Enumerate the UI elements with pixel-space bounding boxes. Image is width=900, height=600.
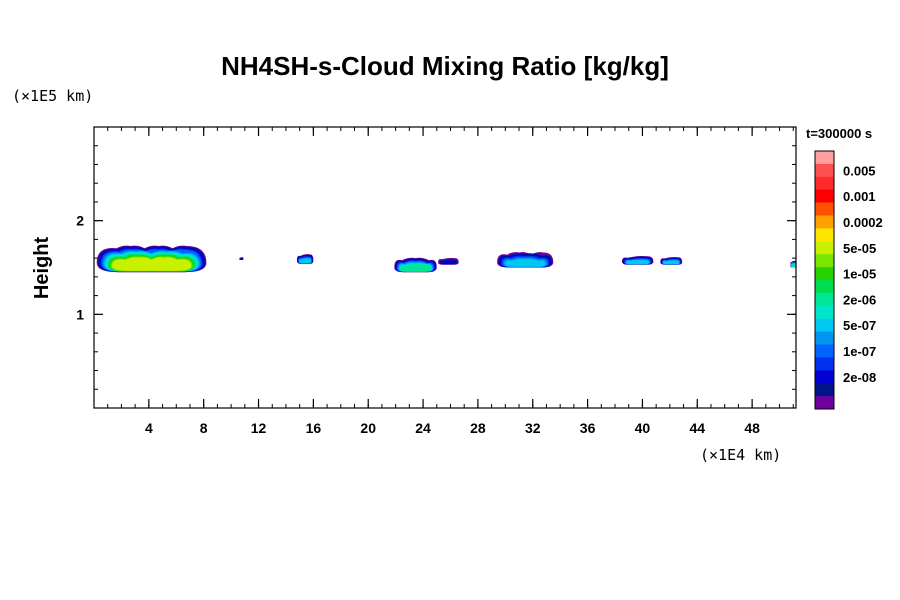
colorbar-cell [815, 176, 834, 190]
colorbar-cell [815, 396, 834, 410]
x-tick-label: 16 [306, 420, 322, 436]
colorbar-cell [815, 344, 834, 358]
plot-area [93, 126, 797, 409]
cloud-region [394, 257, 437, 273]
colorbar-cell [815, 241, 834, 255]
y-axis: 12 [76, 145, 796, 390]
x-tick-label: 36 [580, 420, 596, 436]
colorbar-frame [814, 150, 835, 410]
colorbar-label: 0.001 [843, 189, 876, 204]
colorbar-label: 1e-07 [843, 344, 876, 359]
cloud-region [497, 252, 554, 268]
cloud-contour-level [400, 264, 431, 272]
y-scale-note: (×1E5 km) [12, 87, 93, 105]
colorbar-cell [815, 202, 834, 216]
cloud-contour-level [441, 260, 456, 265]
time-label: t=300000 s [806, 126, 872, 141]
x-tick-label: 28 [470, 420, 486, 436]
cloud-contour-level [791, 263, 796, 268]
colorbar-label: 5e-05 [843, 241, 876, 256]
colorbar-label: 0.005 [843, 163, 876, 178]
colorbar-label: 2e-08 [843, 370, 876, 385]
colorbar-cell [815, 254, 834, 268]
x-tick-label: 8 [200, 420, 208, 436]
colorbar-cell [815, 305, 834, 319]
colorbar-cell [815, 280, 834, 294]
plot-frame [93, 126, 797, 409]
colorbar-cell [815, 357, 834, 371]
x-tick-label: 12 [251, 420, 267, 436]
x-axis: 4 8 12 16 20 24 28 32 36 40 44 48 [107, 127, 794, 436]
cloud-region [621, 256, 654, 265]
colorbar-cell [815, 292, 834, 307]
cloud-contour-level [112, 257, 192, 271]
x-tick-label: 44 [689, 420, 705, 436]
x-tick-label: 4 [145, 420, 153, 436]
y-tick-label: 2 [76, 213, 84, 229]
colorbar-cell [815, 318, 834, 332]
cloud-region [296, 254, 314, 264]
colorbar-cell [815, 163, 834, 178]
colorbar-cell [815, 331, 834, 345]
cloud-contour-level [505, 259, 546, 267]
colorbar-label: 1e-05 [843, 267, 876, 282]
colorbar-cell [815, 189, 834, 203]
colorbar-label: 0.0002 [843, 215, 883, 230]
colorbar-cell [815, 267, 834, 281]
x-tick-label: 48 [744, 420, 760, 436]
cloud-contour-level [663, 260, 680, 265]
x-scale-note: (×1E4 km) [700, 446, 781, 464]
x-tick-label: 40 [635, 420, 651, 436]
colorbar-cell [815, 151, 834, 165]
colorbar-cell [815, 370, 834, 384]
colorbar-cell [815, 383, 834, 397]
cloud-region [239, 257, 244, 260]
cloud-region [438, 257, 459, 265]
cloud-contour-level [299, 258, 312, 264]
chart-title: NH4SH-s-Cloud Mixing Ratio [kg/kg] [221, 51, 669, 81]
colorbar-cell [815, 215, 834, 229]
colorbar: 0.005 0.001 0.0002 5e-05 1e-05 2e-06 5e-07 1e-0… [814, 150, 883, 410]
colorbar-cell [815, 228, 834, 242]
cloud-region [96, 245, 207, 273]
y-axis-label: Height [31, 237, 53, 300]
y-tick-label: 1 [76, 306, 84, 322]
cloud-region [790, 260, 796, 268]
colorbar-label: 2e-06 [843, 292, 876, 307]
cloud-region [660, 256, 683, 265]
x-tick-label: 32 [525, 420, 541, 436]
colorbar-label: 5e-07 [843, 318, 876, 333]
x-tick-label: 24 [415, 420, 431, 436]
x-tick-label: 20 [360, 420, 376, 436]
cloud-contour-level [239, 258, 243, 260]
cloud-contour-level [626, 259, 649, 265]
